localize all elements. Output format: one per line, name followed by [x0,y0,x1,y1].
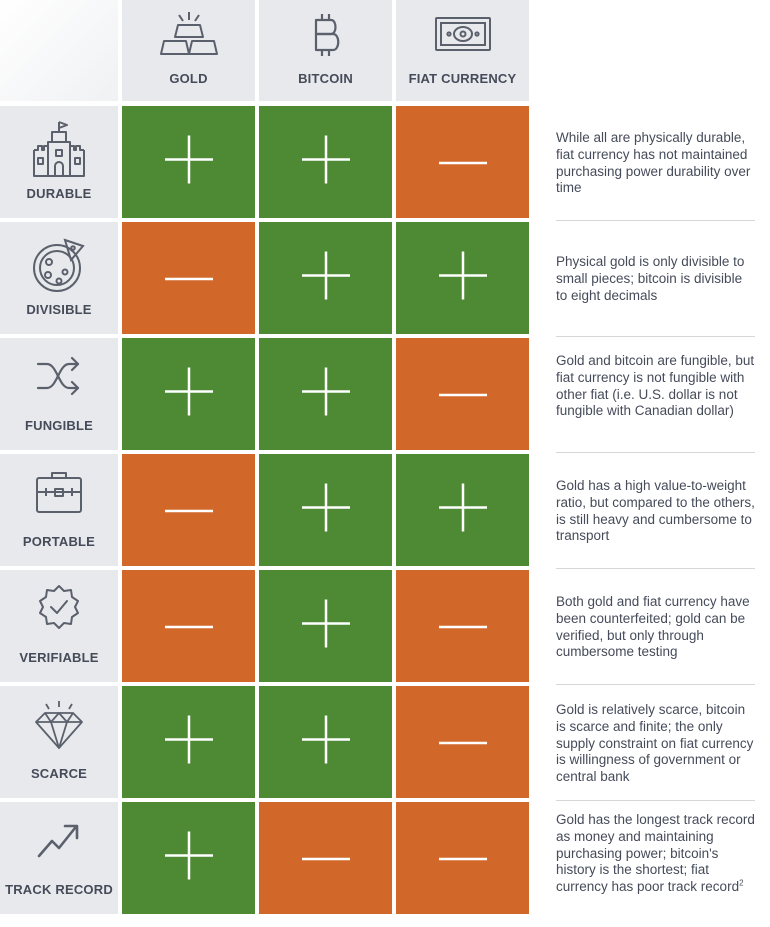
plus-icon [164,715,213,769]
row-note: Gold has the longest track record as mon… [556,812,756,896]
row-note: While all are physically durable, fiat c… [556,130,756,197]
row-header-portable: PORTABLE [0,454,118,566]
header-corner [0,0,118,101]
row-divider [556,452,755,453]
note-text: Gold is relatively scarce, bitcoin is sc… [556,702,754,785]
minus-icon [438,153,487,171]
row-note: Gold and bitcoin are fungible, but fiat … [556,353,756,420]
plus-cell [259,686,392,798]
footnote-marker: 2 [739,878,744,888]
row-header-fungible: FUNGIBLE [0,338,118,450]
minus-icon [438,385,487,403]
plus-icon [164,367,213,421]
plus-icon [164,831,213,885]
column-label: GOLD [169,71,208,86]
plus-cell [396,454,529,566]
row-header-track-record: TRACK RECORD [0,802,118,914]
plus-cell [259,454,392,566]
minus-cell [122,570,255,682]
minus-cell [396,570,529,682]
row-note: Physical gold is only divisible to small… [556,254,756,304]
plus-icon [301,251,350,305]
row-label: FUNGIBLE [24,418,94,433]
minus-cell [259,802,392,914]
note-text: Both gold and fiat currency have been co… [556,594,750,660]
minus-cell [122,222,255,334]
plus-cell [259,222,392,334]
plus-cell [122,802,255,914]
minus-icon [301,849,350,867]
column-header-gold: GOLD [122,0,255,101]
minus-icon [164,501,213,519]
plus-cell [396,222,529,334]
row-label: TRACK RECORD [5,882,113,897]
minus-cell [396,686,529,798]
row-header-verifiable: VERIFIABLE [0,570,118,682]
row-note: Gold is relatively scarce, bitcoin is sc… [556,702,756,786]
row-label: VERIFIABLE [19,650,99,665]
minus-icon [438,617,487,635]
plus-icon [164,135,213,189]
row-divider [556,336,755,337]
plus-icon [301,715,350,769]
row-header-durable: DURABLE [0,106,118,218]
minus-icon [438,733,487,751]
plus-icon [301,599,350,653]
note-text: Gold has the longest track record as mon… [556,812,755,895]
note-text: While all are physically durable, fiat c… [556,130,751,196]
row-divider [556,800,755,801]
row-divider [556,684,755,685]
plus-cell [259,106,392,218]
row-note: Both gold and fiat currency have been co… [556,594,756,661]
minus-icon [438,849,487,867]
column-label: BITCOIN [298,71,353,86]
plus-icon [301,483,350,537]
plus-icon [301,367,350,421]
plus-cell [122,686,255,798]
note-text: Gold and bitcoin are fungible, but fiat … [556,353,755,419]
plus-icon [301,135,350,189]
note-text: Physical gold is only divisible to small… [556,254,745,303]
column-header-fiat-currency: FIAT CURRENCY [396,0,529,101]
row-label: DIVISIBLE [26,302,92,317]
row-label: DURABLE [26,186,92,201]
column-header-bitcoin: BITCOIN [259,0,392,101]
minus-cell [396,802,529,914]
minus-cell [396,338,529,450]
row-header-scarce: SCARCE [0,686,118,798]
plus-cell [259,570,392,682]
plus-icon [438,483,487,537]
row-divider [556,220,755,221]
minus-icon [164,617,213,635]
row-note: Gold has a high value-to-weight ratio, b… [556,478,756,545]
note-text: Gold has a high value-to-weight ratio, b… [556,478,755,544]
row-divider [556,568,755,569]
minus-cell [122,454,255,566]
minus-icon [164,269,213,287]
plus-icon [438,251,487,305]
row-header-divisible: DIVISIBLE [0,222,118,334]
plus-cell [122,106,255,218]
row-label: SCARCE [30,766,88,781]
plus-cell [122,338,255,450]
column-label: FIAT CURRENCY [408,71,517,86]
row-label: PORTABLE [22,534,96,549]
minus-cell [396,106,529,218]
plus-cell [259,338,392,450]
